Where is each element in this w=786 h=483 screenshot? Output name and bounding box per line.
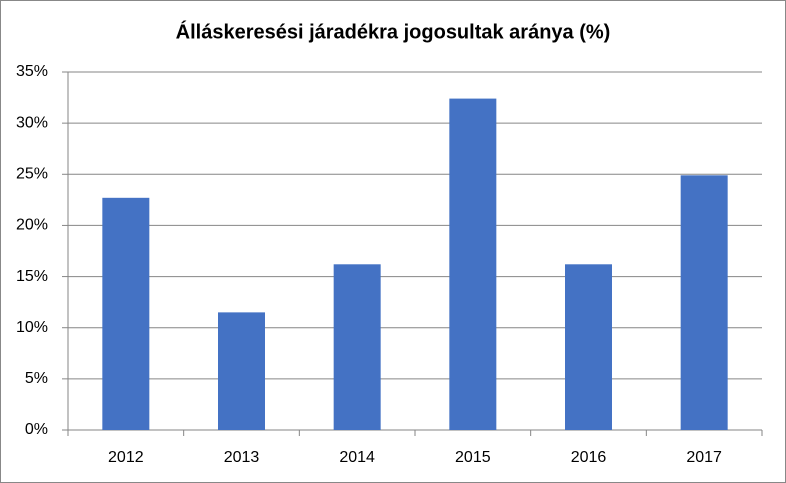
chart-title: Álláskeresési járadékra jogosultak arány…: [176, 20, 611, 43]
x-tick-label: 2015: [455, 449, 491, 466]
x-tick-label: 2013: [224, 449, 260, 466]
y-tick-label: 35%: [16, 63, 48, 80]
y-tick-label: 15%: [16, 268, 48, 285]
y-tick-label: 30%: [16, 114, 48, 131]
x-tick-label: 2016: [571, 449, 607, 466]
x-tick-label: 2017: [686, 449, 722, 466]
y-tick-label: 10%: [16, 319, 48, 336]
bar: [565, 264, 612, 430]
y-tick-label: 5%: [25, 370, 48, 387]
x-tick-label: 2014: [339, 449, 375, 466]
bar: [449, 98, 497, 430]
y-tick-label: 25%: [16, 166, 48, 183]
bar: [102, 197, 150, 430]
bar: [680, 175, 728, 430]
bar: [218, 312, 265, 430]
y-tick-label: 20%: [16, 217, 48, 234]
bar: [333, 264, 381, 430]
y-tick-label: 0%: [25, 421, 48, 438]
x-tick-label: 2012: [108, 449, 144, 466]
